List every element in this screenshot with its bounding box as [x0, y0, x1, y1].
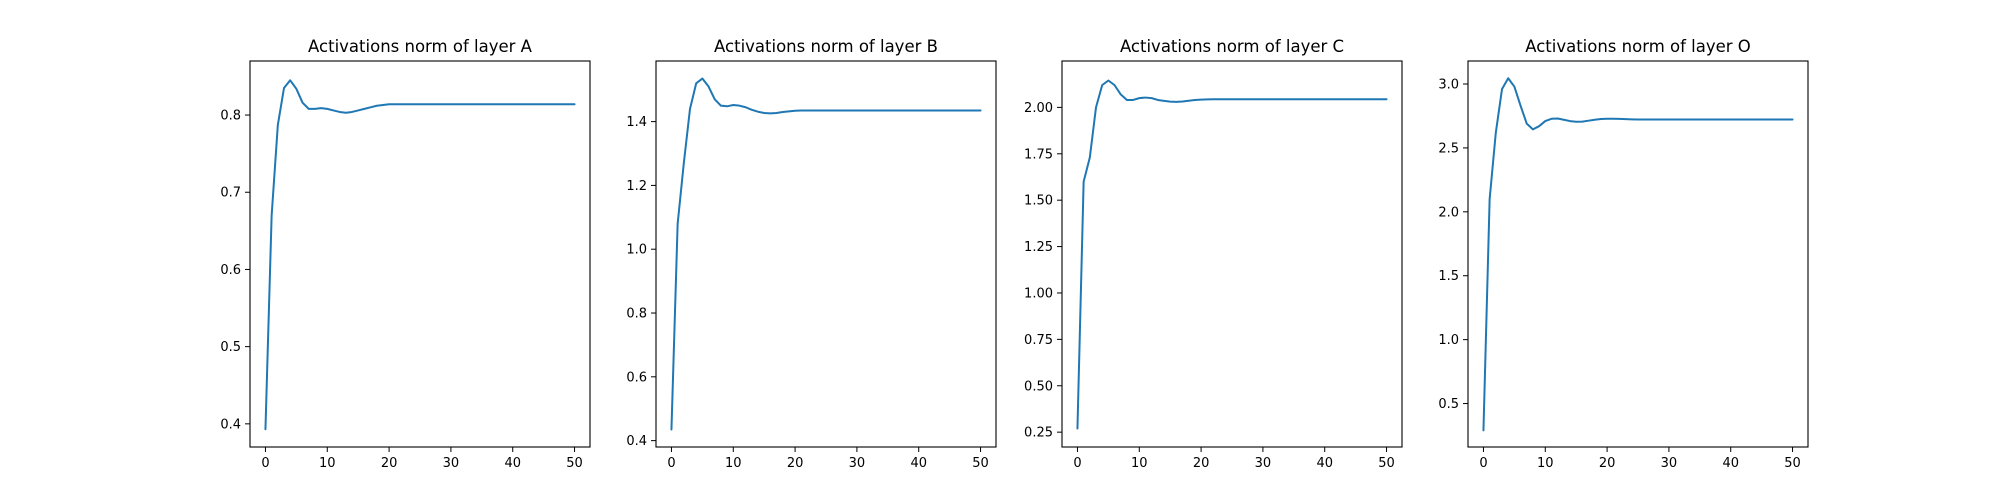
- series-line: [264, 79, 576, 431]
- y-tick-label: 1.5: [1438, 269, 1459, 284]
- y-tick-label: 3.0: [1438, 78, 1459, 93]
- x-tick-label: 10: [725, 456, 742, 471]
- chart-panel-4: Activations norm of layer O 0 10 20 30 40 50 0.…: [1438, 37, 1809, 471]
- x-tick-label: 10: [1131, 456, 1148, 471]
- plot-frame: [249, 60, 591, 448]
- x-tick-label: 10: [1537, 456, 1554, 471]
- plot-frame: [1061, 60, 1403, 448]
- x-tick-label: 40: [910, 456, 927, 471]
- x-tick-label: 50: [1784, 456, 1801, 471]
- chart-panel-1: Activations norm of layer A 0 10 20 30 40 50 0.…: [220, 37, 591, 471]
- x-tick-label: 30: [1661, 456, 1678, 471]
- plot-frame: [655, 60, 997, 448]
- y-tick-label: 1.2: [626, 179, 647, 194]
- x-tick-label: 20: [1599, 456, 1616, 471]
- chart-panel-2: Activations norm of layer B 0 10 20 30 40 50 0.…: [626, 37, 997, 471]
- x-tick-label: 30: [849, 456, 866, 471]
- y-tick-label: 0.25: [1024, 426, 1053, 441]
- plot-frame: [1467, 60, 1809, 448]
- x-tick-label: 30: [1255, 456, 1272, 471]
- y-tick-label: 1.75: [1024, 147, 1053, 162]
- x-tick-label: 0: [667, 456, 675, 471]
- x-tick-label: 40: [1316, 456, 1333, 471]
- y-tick-label: 0.4: [626, 434, 647, 449]
- y-tick-label: 1.00: [1024, 286, 1053, 301]
- chart-title: Activations norm of layer B: [714, 37, 938, 56]
- chart-panel-3: Activations norm of layer C 0 10 20 30 40 50 0.…: [1024, 37, 1403, 471]
- chart-title: Activations norm of layer C: [1120, 37, 1344, 56]
- y-tick-label: 0.5: [220, 340, 241, 355]
- x-tick-label: 20: [787, 456, 804, 471]
- x-tick-label: 10: [319, 456, 336, 471]
- x-tick-label: 0: [261, 456, 269, 471]
- y-tick-label: 0.7: [220, 186, 241, 201]
- y-tick-label: 1.4: [626, 115, 647, 130]
- chart-title: Activations norm of layer O: [1525, 37, 1751, 56]
- y-tick-label: 0.8: [626, 307, 647, 322]
- x-tick-label: 0: [1479, 456, 1487, 471]
- y-tick-label: 1.0: [626, 243, 647, 258]
- y-tick-label: 2.00: [1024, 101, 1053, 116]
- y-tick-label: 0.50: [1024, 379, 1053, 394]
- y-tick-label: 0.6: [220, 263, 241, 278]
- y-tick-label: 0.6: [626, 370, 647, 385]
- x-tick-label: 20: [1193, 456, 1210, 471]
- x-tick-label: 40: [1722, 456, 1739, 471]
- y-tick-label: 0.5: [1438, 397, 1459, 412]
- x-tick-label: 50: [972, 456, 989, 471]
- y-tick-label: 1.0: [1438, 333, 1459, 348]
- x-tick-label: 20: [381, 456, 398, 471]
- y-tick-label: 0.8: [220, 109, 241, 124]
- x-tick-label: 30: [443, 456, 460, 471]
- y-tick-label: 1.50: [1024, 194, 1053, 209]
- y-tick-label: 2.5: [1438, 141, 1459, 156]
- y-tick-label: 1.25: [1024, 240, 1053, 255]
- x-tick-label: 50: [1378, 456, 1395, 471]
- y-tick-label: 2.0: [1438, 205, 1459, 220]
- chart-title: Activations norm of layer A: [308, 37, 533, 56]
- x-tick-label: 50: [566, 456, 583, 471]
- series-line: [1482, 77, 1794, 432]
- series-line: [670, 77, 982, 431]
- y-tick-label: 0.4: [220, 417, 241, 432]
- y-tick-label: 0.75: [1024, 333, 1053, 348]
- series-line: [1076, 79, 1388, 430]
- x-tick-label: 40: [504, 456, 521, 471]
- x-tick-label: 0: [1073, 456, 1081, 471]
